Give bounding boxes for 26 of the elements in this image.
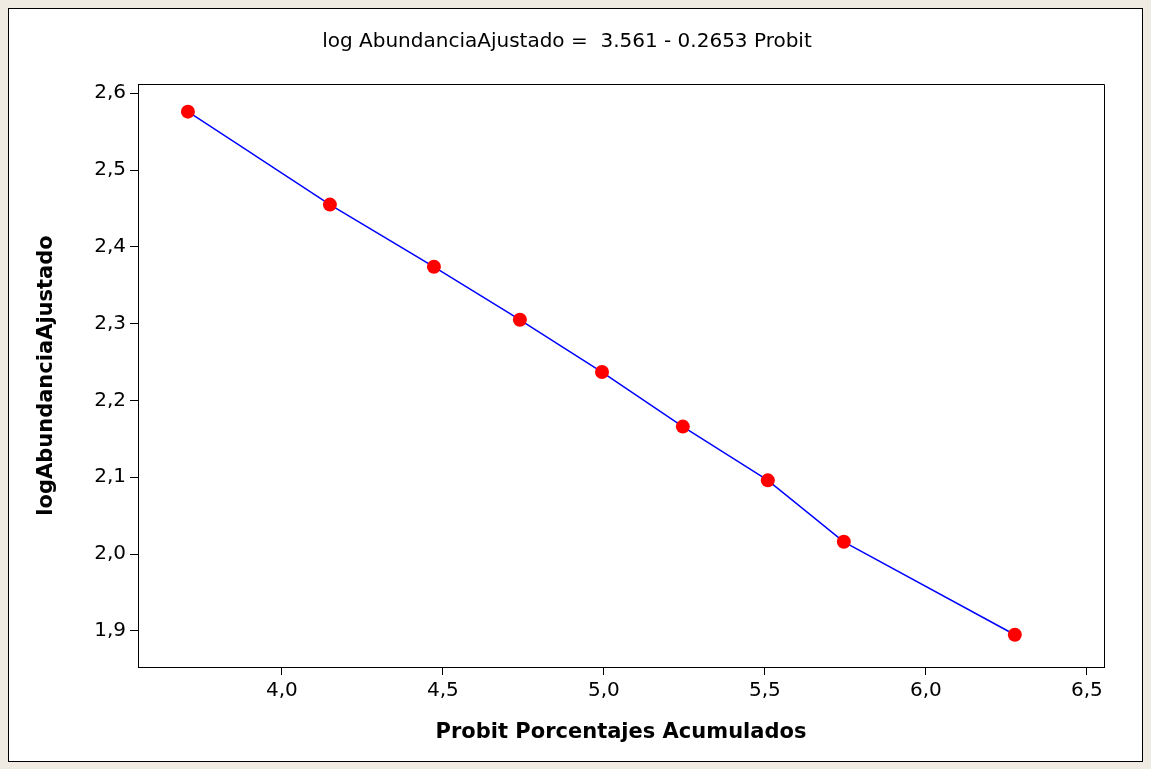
point <box>1007 627 1022 642</box>
y-tick-label: 2,0 <box>94 540 126 565</box>
chart-title: log AbundanciaAjustado = 3.561 - 0.2653 Probit <box>322 28 812 53</box>
y-tick-label: 2,1 <box>94 463 126 488</box>
point <box>512 312 527 327</box>
point <box>836 534 851 549</box>
y-tick-label: 2,6 <box>94 79 126 104</box>
y-tick-label: 1,9 <box>94 617 126 642</box>
point <box>180 104 195 119</box>
point <box>760 473 775 488</box>
y-tick-label: 2,4 <box>94 233 126 258</box>
x-axis-title: Probit Porcentajes Acumulados <box>435 718 807 743</box>
x-tick-label: 5,5 <box>749 677 781 702</box>
y-axis-title: logAbundanciaAjustado <box>33 235 58 516</box>
point <box>322 197 337 212</box>
x-tick-label: 4,5 <box>427 677 459 702</box>
y-tick-label: 2,5 <box>94 156 126 181</box>
point <box>675 419 690 434</box>
x-tick-label: 6,5 <box>1071 677 1103 702</box>
x-tick-label: 4,0 <box>266 677 298 702</box>
point <box>426 259 441 274</box>
y-tick-label: 2,2 <box>94 386 126 411</box>
x-tick-label: 6,0 <box>910 677 942 702</box>
point <box>595 365 609 380</box>
y-tick-label: 2,3 <box>94 309 126 334</box>
x-tick-label: 5,0 <box>588 677 620 702</box>
